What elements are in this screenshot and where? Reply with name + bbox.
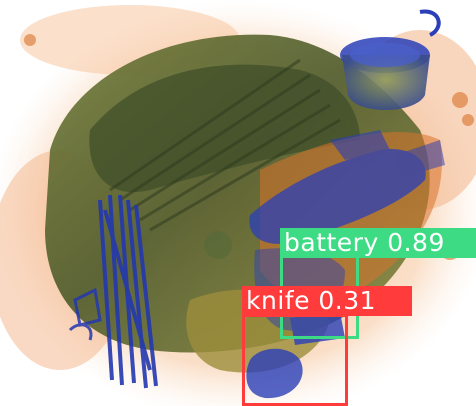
battery-detection-tag: battery 0.89 [280, 228, 476, 258]
metal-rods-left [98, 194, 158, 389]
knife-class-label: knife [246, 286, 310, 315]
battery-confidence: 0.89 [387, 228, 445, 257]
metal-clasp-left [68, 287, 102, 341]
knife-detection-tag: knife 0.31 [242, 286, 412, 316]
knife-bounding-box [242, 314, 348, 406]
knife-confidence: 0.31 [318, 286, 377, 315]
battery-class-label: battery [284, 228, 379, 257]
jar-object [340, 9, 441, 110]
metal-cluster-right [249, 130, 445, 244]
